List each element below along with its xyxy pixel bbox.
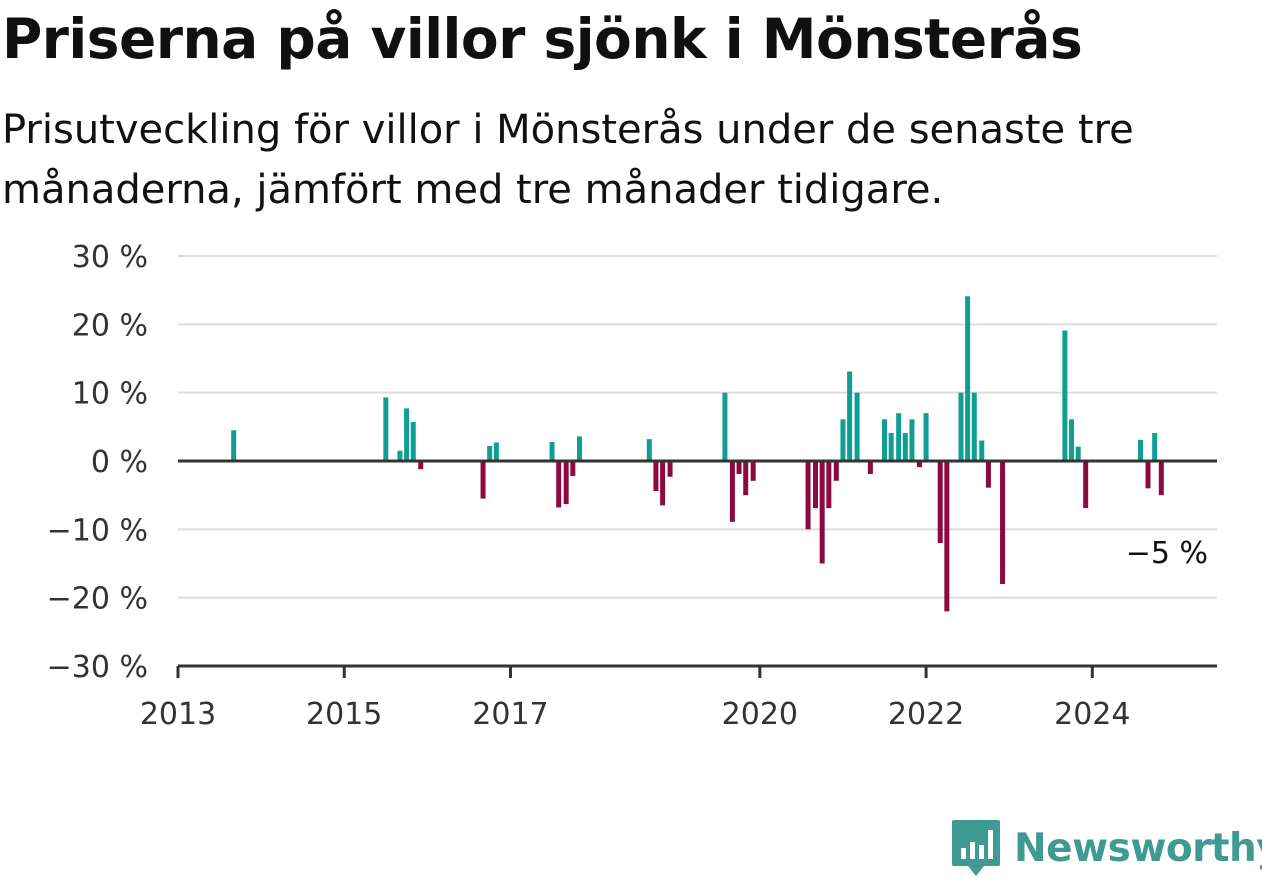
bar-positive xyxy=(410,422,416,461)
newsworthy-logo-icon xyxy=(952,820,1000,876)
bar-positive xyxy=(965,296,971,461)
bar-positive xyxy=(979,440,985,461)
bar-positive xyxy=(722,392,728,461)
bar-negative xyxy=(1145,461,1151,489)
bar-positive xyxy=(896,413,902,461)
bar-negative xyxy=(570,461,576,477)
bar-negative xyxy=(729,461,735,522)
bar-positive xyxy=(840,419,846,461)
bar-positive xyxy=(909,419,915,461)
bar-negative xyxy=(1000,461,1006,584)
y-tick-label: 20 % xyxy=(72,308,148,343)
bar-positive xyxy=(1069,419,1075,461)
bar-positive xyxy=(888,432,894,461)
bar-positive xyxy=(487,445,493,461)
bar-positive xyxy=(493,442,499,461)
bar-negative xyxy=(805,461,811,530)
bar-negative xyxy=(556,461,562,508)
bar-positive xyxy=(397,450,403,461)
bar-negative xyxy=(480,461,486,499)
y-tick-label: 30 % xyxy=(72,240,148,275)
bar-negative xyxy=(937,461,943,543)
bar-positive xyxy=(971,392,977,461)
newsworthy-brand: Newsworthy xyxy=(950,818,1262,878)
brand-name: Newsworthy xyxy=(1014,825,1262,871)
bar-positive xyxy=(902,432,908,461)
bar-negative xyxy=(1158,461,1164,496)
chart-subtitle: Prisutveckling för villor i Mönsterås un… xyxy=(2,107,1134,213)
x-tick-label: 2013 xyxy=(140,697,216,732)
x-tick-label: 2022 xyxy=(888,697,964,732)
bar-negative xyxy=(418,461,424,470)
bar-positive xyxy=(549,441,555,461)
bar-negative xyxy=(833,461,839,481)
bar-positive xyxy=(404,408,410,461)
y-tick-label: 0 % xyxy=(91,445,148,480)
bar-positive xyxy=(882,419,888,461)
bar-chart: 30 % 20 % 10 % 0 % −10 % −20 % −30 % 2013 2015 20… xyxy=(47,240,1217,732)
y-tick-label: −20 % xyxy=(47,582,148,617)
bar-negative xyxy=(819,461,825,564)
bar-positive xyxy=(958,392,964,461)
chart-title: Priserna på villor sjönk i Mönsterås xyxy=(2,7,1083,71)
bar-negative xyxy=(653,461,659,492)
x-tick-label: 2015 xyxy=(306,697,382,732)
latest-value-annotation-halo: −5 % xyxy=(1126,536,1208,571)
grid-lines xyxy=(178,255,1217,599)
bar-negative xyxy=(743,461,749,496)
bar-negative xyxy=(867,461,873,474)
bar-negative xyxy=(944,461,950,612)
bar-positive xyxy=(847,371,853,461)
axes xyxy=(176,459,1217,678)
bar-positive xyxy=(1062,330,1068,461)
bar-negative xyxy=(826,461,832,509)
bar-positive xyxy=(1138,439,1144,461)
bar-positive xyxy=(1152,432,1158,461)
bar-negative xyxy=(667,461,673,477)
bar-negative xyxy=(916,461,922,468)
bar-negative xyxy=(660,461,666,506)
bar-negative xyxy=(563,461,569,505)
bar-series xyxy=(231,296,1164,612)
bar-negative xyxy=(750,461,756,481)
tick-labels: 30 % 20 % 10 % 0 % −10 % −20 % −30 % 2013 2015 20… xyxy=(47,240,1212,732)
bar-negative xyxy=(736,461,742,474)
latest-value-annotation: −5 % xyxy=(1126,536,1208,571)
bar-positive xyxy=(576,436,582,461)
bar-positive xyxy=(1075,446,1081,461)
y-tick-label: −10 % xyxy=(47,513,148,548)
bar-negative xyxy=(813,461,819,509)
x-tick-label: 2020 xyxy=(722,697,798,732)
y-tick-label: −30 % xyxy=(47,650,148,685)
bar-positive xyxy=(854,392,860,461)
bar-positive xyxy=(231,430,237,461)
y-tick-label: 10 % xyxy=(72,377,148,412)
bar-positive xyxy=(383,397,389,461)
bar-positive xyxy=(646,439,652,461)
x-tick-label: 2017 xyxy=(472,697,548,732)
bar-positive xyxy=(923,413,929,461)
x-tick-label: 2024 xyxy=(1054,697,1130,732)
bar-negative xyxy=(985,461,991,488)
bar-negative xyxy=(1083,461,1089,509)
